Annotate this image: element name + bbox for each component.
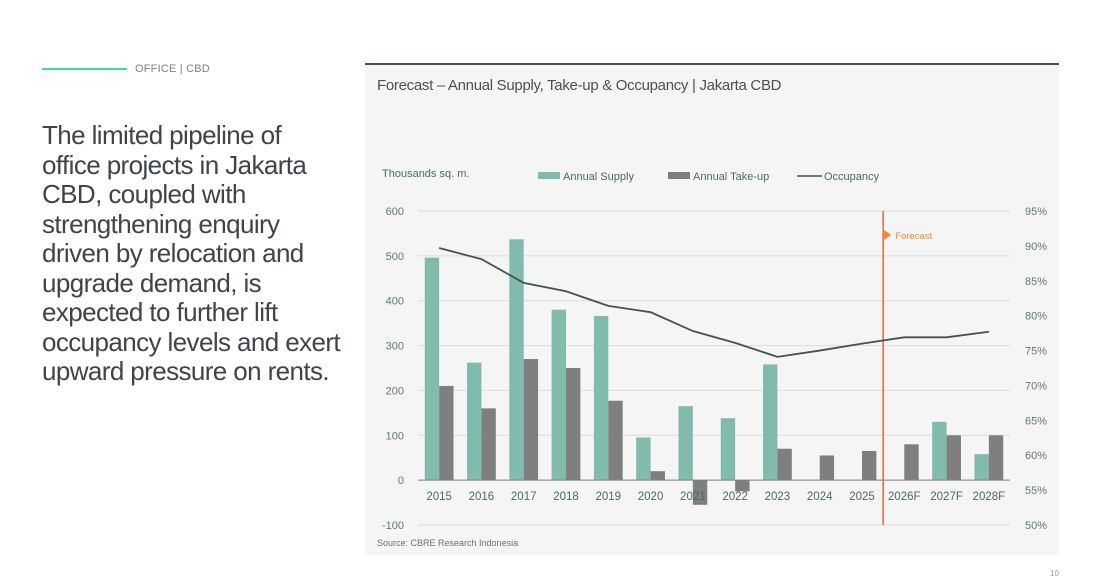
y2-tick-label: 60%	[1025, 450, 1047, 462]
y2-tick-label: 90%	[1025, 241, 1047, 253]
x-tick-label: 2023	[765, 491, 791, 503]
x-tick-label: 2018	[553, 491, 579, 503]
x-tick-label: 2024	[807, 491, 833, 503]
bar-annual-supply	[467, 362, 482, 481]
y2-tick-label: 80%	[1025, 311, 1047, 323]
x-tick-label: 2022	[722, 491, 748, 503]
bar-annual-takeup	[481, 408, 496, 481]
y-tick-label: 400	[386, 296, 404, 308]
chart: -100 0 100 200 300 400 500 600 50% 55% 60% 65% 70% 75…	[382, 168, 1047, 532]
bar-annual-takeup	[777, 448, 792, 481]
bar-annual-supply	[551, 309, 566, 481]
bar-annual-takeup	[523, 359, 539, 481]
y2-tick-label: 55%	[1025, 485, 1047, 497]
headline: The limited pipeline of office projects …	[42, 120, 341, 386]
bar-annual-takeup	[608, 400, 623, 481]
x-tick-label: 2020	[638, 491, 664, 503]
y2-tick-label: 50%	[1025, 520, 1047, 532]
bar-annual-supply	[974, 454, 989, 481]
legend-annual-supply-swatch	[538, 172, 560, 179]
y-tick-label: 600	[386, 206, 404, 218]
bar-annual-supply	[932, 421, 947, 481]
bar-annual-takeup	[439, 385, 454, 481]
x-tick-label: 2021	[680, 491, 706, 503]
x-tick-label: 2019	[595, 491, 621, 503]
chart-source: Source: CBRE Research Indonesia	[377, 538, 519, 548]
bar-annual-takeup	[692, 480, 708, 505]
y-tick-label: 200	[386, 385, 404, 397]
chart-title: Forecast – Annual Supply, Take-up & Occu…	[377, 77, 782, 94]
forecast-label: Forecast	[895, 231, 932, 242]
x-tick-label: 2016	[469, 491, 495, 503]
legend-annual-takeup-swatch	[668, 172, 690, 179]
bar-annual-supply	[424, 257, 440, 481]
x-tick-label: 2015	[426, 491, 452, 503]
bar-annual-takeup	[946, 435, 961, 481]
y-tick-label: -100	[382, 520, 404, 532]
y-axis-label: Thousands sq. m.	[382, 168, 469, 180]
y-tick-label: 500	[386, 251, 404, 263]
y2-tick-label: 95%	[1025, 206, 1047, 218]
bar-annual-supply	[509, 239, 524, 481]
y2-tick-label: 70%	[1025, 380, 1047, 392]
bar-annual-takeup	[735, 480, 750, 492]
bar-annual-supply	[763, 364, 778, 481]
bar-annual-takeup	[650, 471, 665, 481]
page-number: 10	[1050, 569, 1059, 578]
forecast-arrow-icon	[884, 230, 892, 240]
accent-line	[42, 68, 127, 70]
y-tick-label: 100	[386, 430, 404, 442]
legend-annual-takeup: Annual Take-up	[693, 171, 769, 183]
x-tick-label: 2017	[511, 491, 537, 503]
x-tick-label: 2026F	[888, 491, 921, 503]
legend-annual-supply: Annual Supply	[563, 171, 634, 183]
legend-occupancy: Occupancy	[824, 171, 880, 183]
bar-annual-takeup	[819, 455, 835, 481]
x-tick-label: 2025	[849, 491, 875, 503]
y2-tick-label: 85%	[1025, 276, 1047, 288]
y2-tick-label: 65%	[1025, 415, 1047, 427]
bar-annual-takeup	[904, 444, 919, 481]
x-tick-label: 2027F	[930, 491, 963, 503]
y-tick-label: 0	[398, 475, 404, 487]
section-tag: OFFICE | CBD	[135, 63, 210, 75]
chart-panel: Forecast – Annual Supply, Take-up & Occu…	[365, 63, 1059, 555]
bar-annual-supply	[678, 406, 693, 481]
bar-annual-takeup	[566, 368, 581, 481]
occupancy-line	[438, 247, 989, 358]
bar-annual-takeup	[988, 435, 1004, 481]
bar-annual-supply	[720, 418, 736, 481]
bar-annual-supply	[636, 437, 651, 481]
y-tick-label: 300	[386, 341, 404, 353]
y2-tick-label: 75%	[1025, 346, 1047, 358]
bar-annual-takeup	[862, 450, 877, 481]
x-tick-label: 2028F	[973, 491, 1006, 503]
bar-annual-supply	[593, 315, 609, 481]
